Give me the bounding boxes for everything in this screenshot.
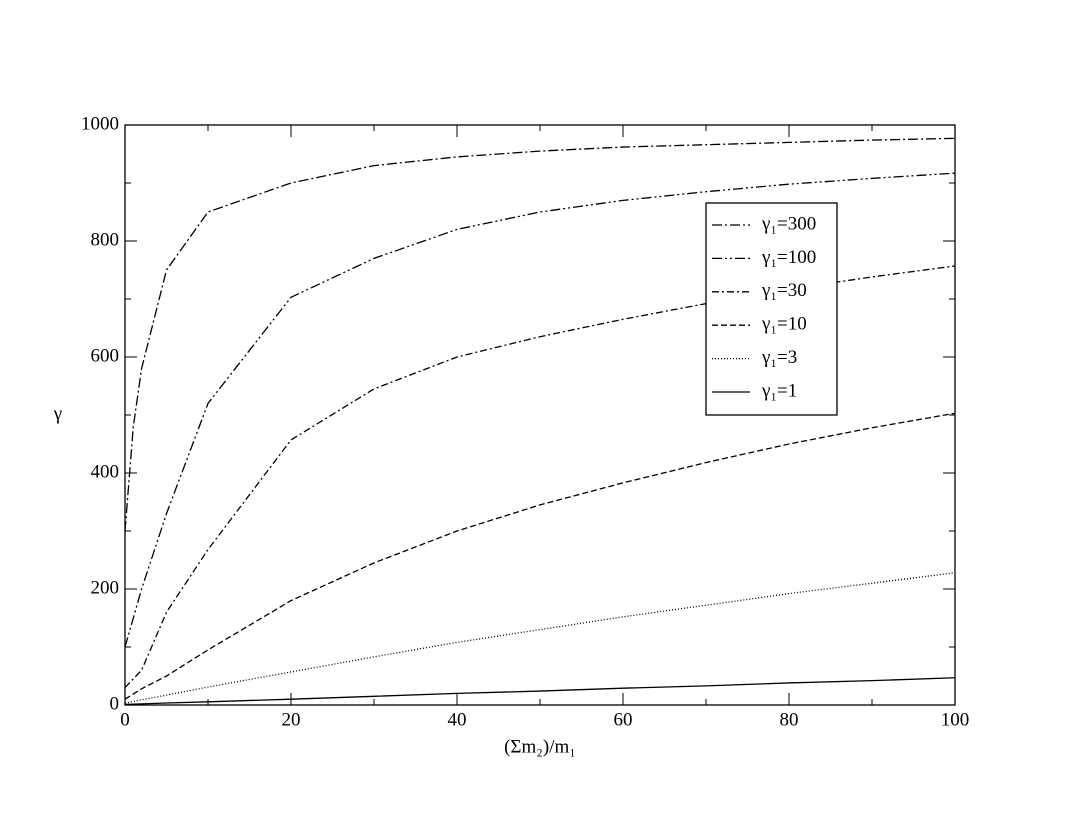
legend-label: γ₁=300 xyxy=(761,213,816,234)
x-tick-label: 80 xyxy=(780,709,799,730)
legend-label: γ₁=1 xyxy=(761,380,797,401)
x-axis-label: (Σm₂)/m₁ xyxy=(504,736,576,757)
y-tick-label: 0 xyxy=(110,693,120,714)
y-axis-label: γ xyxy=(53,403,62,424)
y-tick-label: 400 xyxy=(91,461,120,482)
series-line xyxy=(124,172,956,648)
x-tick-label: 60 xyxy=(614,709,633,730)
y-tick-label: 800 xyxy=(91,229,120,250)
legend-label: γ₁=3 xyxy=(761,347,797,368)
x-tick-label: 100 xyxy=(941,709,970,730)
y-tick-label: 200 xyxy=(91,577,120,598)
legend-label: γ₁=30 xyxy=(761,280,807,301)
series-line xyxy=(124,412,956,700)
y-tick-label: 600 xyxy=(91,345,120,366)
x-tick-label: 40 xyxy=(448,709,467,730)
legend-label: γ₁=100 xyxy=(761,247,816,268)
legend-label: γ₁=10 xyxy=(761,314,807,335)
series-line xyxy=(124,677,956,706)
x-tick-label: 0 xyxy=(120,709,130,730)
plot-frame xyxy=(124,124,956,706)
y-tick-label: 1000 xyxy=(81,113,119,134)
series-line xyxy=(124,137,956,532)
legend-box xyxy=(705,202,838,416)
x-tick-label: 20 xyxy=(282,709,301,730)
series-line xyxy=(124,572,956,704)
